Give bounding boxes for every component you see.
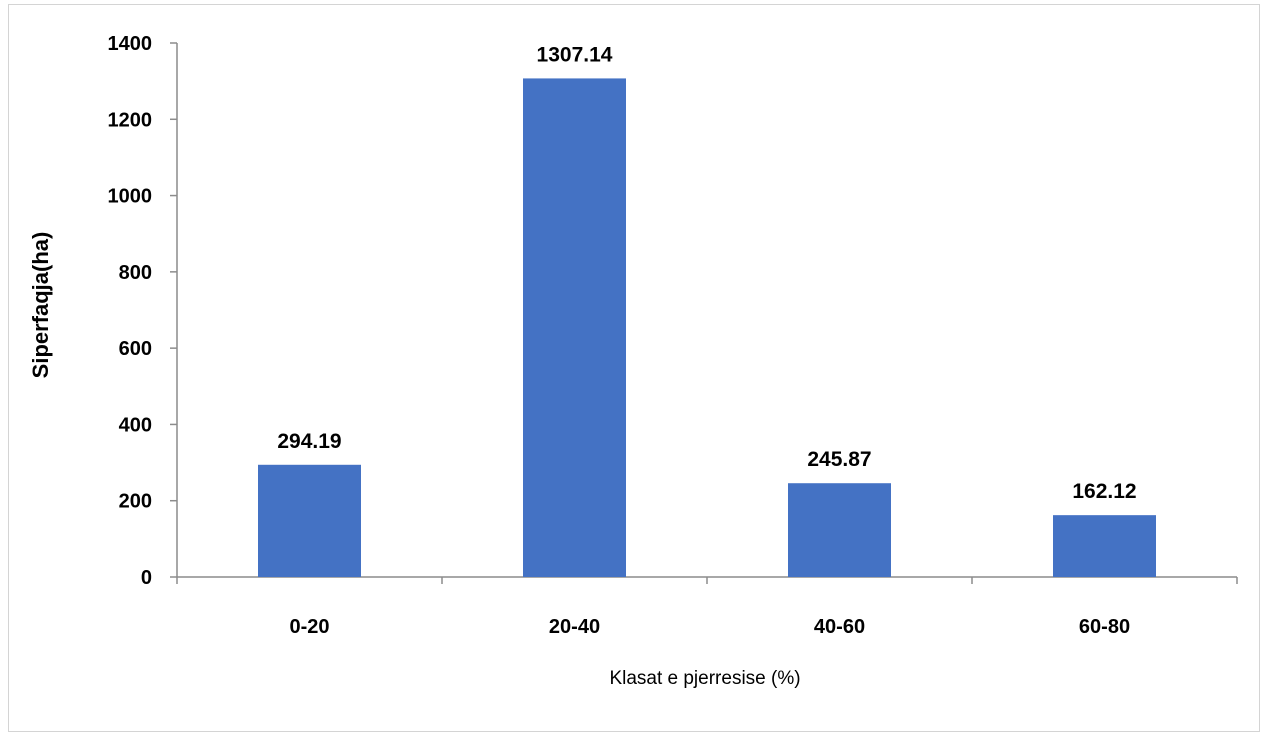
y-tick-label: 1000 [108,186,153,208]
y-tick-label: 400 [119,414,152,436]
bars [258,78,1156,577]
y-tick-label: 1400 [108,33,153,55]
y-tick-label: 600 [119,338,152,360]
x-tick-label: 60-80 [1079,616,1130,638]
bar-40-60 [788,483,891,577]
bar-60-80 [1053,515,1156,577]
x-tick-label: 20-40 [549,616,600,638]
y-tick-label: 0 [141,567,152,589]
x-axis-title: Klasat e pjerresise (%) [609,668,800,689]
data-label: 245.87 [807,448,871,471]
y-ticks: 0 200 400 600 800 1000 1200 1400 [108,33,177,589]
data-label: 162.12 [1072,480,1136,503]
data-label: 294.19 [277,430,341,453]
bar-0-20 [258,464,361,577]
x-tick-label: 0-20 [289,616,329,638]
x-tick-label: 40-60 [814,616,865,638]
chart-frame [8,4,1260,732]
data-labels: 294.19 1307.14 245.87 162.12 [277,43,1136,503]
x-ticks: 0-20 20-40 40-60 60-80 [176,577,1238,638]
y-tick-label: 800 [119,262,152,284]
y-axis-title: Siperfaqja(ha) [28,232,53,379]
y-tick-label: 200 [119,491,152,513]
data-label: 1307.14 [537,43,613,66]
bar-20-40 [523,78,626,577]
y-tick-label: 1200 [108,109,153,131]
